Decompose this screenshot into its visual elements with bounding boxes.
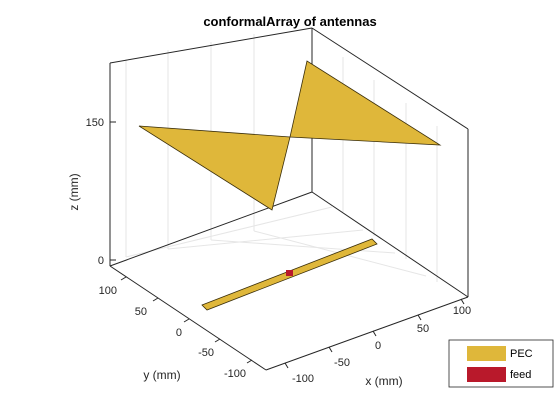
x-tick-label: -100 [292, 373, 314, 385]
x-axis: -100 -50 0 50 100 x (mm) [284, 298, 471, 388]
y-tick-label: 100 [99, 285, 117, 297]
y-tick-label: 50 [135, 306, 147, 318]
legend-swatch-feed [467, 367, 506, 382]
axes-box [109, 27, 469, 371]
x-tick-label: 100 [453, 305, 471, 317]
legend: PEC feed [448, 339, 554, 388]
bowtie-right-wing [289, 60, 442, 146]
x-tick-label: 50 [417, 323, 429, 335]
bowtie-left-wing [138, 125, 291, 211]
y-tick-label: -100 [224, 368, 246, 380]
y-tick-label: -50 [198, 347, 214, 359]
y-tick-label: 0 [176, 327, 182, 339]
feed-point [286, 270, 293, 276]
z-axis: 150 0 z (mm) [67, 117, 116, 267]
figure-title: conformalArray of antennas [203, 14, 376, 29]
legend-label-feed: feed [510, 369, 531, 381]
legend-swatch-pec [467, 346, 506, 361]
z-tick-label: 150 [86, 117, 104, 129]
x-axis-label: x (mm) [365, 374, 402, 388]
z-tick-label: 0 [98, 255, 104, 267]
z-axis-label: z (mm) [67, 173, 81, 210]
x-tick-label: -50 [334, 357, 350, 369]
legend-label-pec: PEC [510, 348, 533, 360]
x-tick-label: 0 [375, 340, 381, 352]
y-axis: 100 50 0 -50 -100 y (mm) [99, 276, 253, 382]
y-axis-label: y (mm) [143, 368, 180, 382]
